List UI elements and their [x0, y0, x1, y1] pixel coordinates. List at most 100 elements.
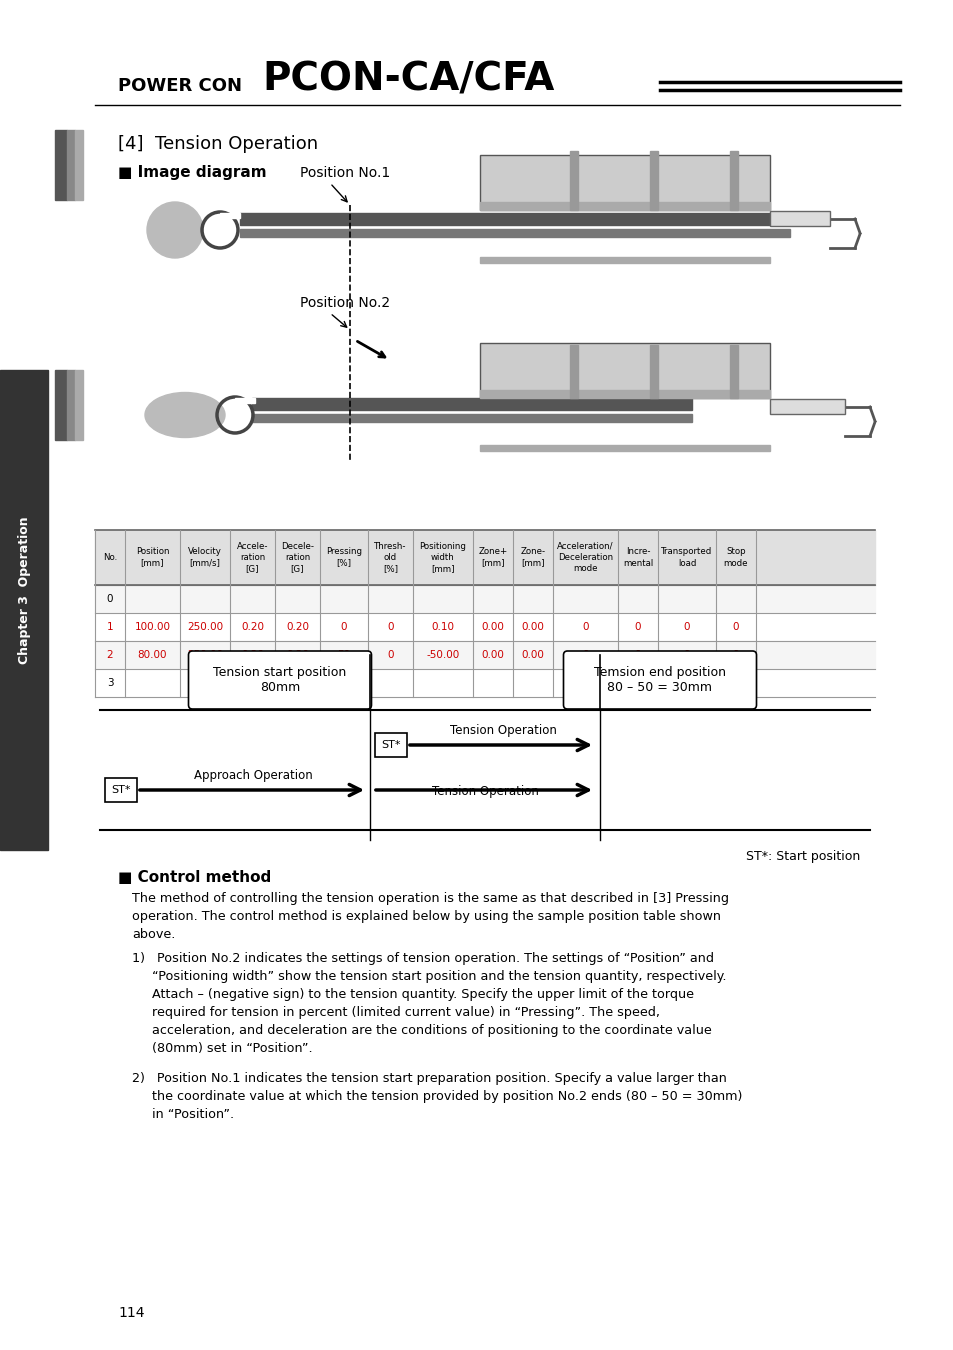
- Text: 1)   Position No.2 indicates the settings of tension operation. The settings of : 1) Position No.2 indicates the settings …: [132, 952, 726, 1054]
- Text: Position
[mm]: Position [mm]: [135, 548, 169, 567]
- Bar: [220, 213, 240, 217]
- Text: 0.00: 0.00: [521, 622, 544, 632]
- Bar: [95, 613, 874, 641]
- Text: 0.20: 0.20: [286, 622, 309, 632]
- Text: ST*: ST*: [112, 784, 131, 795]
- Circle shape: [147, 202, 203, 258]
- Bar: [105, 778, 137, 802]
- Bar: [0, 370, 48, 850]
- Bar: [234, 398, 254, 404]
- Bar: [729, 151, 738, 211]
- Bar: [55, 130, 67, 200]
- Text: ST*: Start position: ST*: Start position: [745, 850, 859, 863]
- Text: ■ Control method: ■ Control method: [118, 869, 271, 886]
- Text: 0: 0: [683, 649, 690, 660]
- FancyBboxPatch shape: [563, 651, 756, 709]
- Text: 0: 0: [732, 649, 739, 660]
- Text: Chapter 3  Operation: Chapter 3 Operation: [17, 516, 30, 664]
- Text: 0.00: 0.00: [521, 649, 544, 660]
- Bar: [479, 202, 769, 211]
- Bar: [649, 346, 658, 398]
- Text: Tension Operation: Tension Operation: [431, 784, 537, 798]
- Text: Pressing
[%]: Pressing [%]: [326, 548, 361, 567]
- Text: Incre-
mental: Incre- mental: [622, 548, 653, 567]
- Bar: [252, 398, 691, 410]
- Text: PCON-CA/CFA: PCON-CA/CFA: [262, 59, 554, 99]
- Text: 80.00: 80.00: [137, 649, 167, 660]
- Text: 250.00: 250.00: [187, 649, 223, 660]
- Text: 0: 0: [581, 622, 588, 632]
- Text: -50.00: -50.00: [426, 649, 459, 660]
- Bar: [479, 446, 769, 451]
- Text: Decele-
ration
[G]: Decele- ration [G]: [281, 541, 314, 574]
- Bar: [729, 346, 738, 398]
- Bar: [479, 343, 769, 398]
- Text: Stop
mode: Stop mode: [723, 548, 747, 567]
- Text: Thresh-
old
[%]: Thresh- old [%]: [374, 541, 406, 574]
- Text: Temsion end position
80 – 50 = 30mm: Temsion end position 80 – 50 = 30mm: [594, 666, 725, 694]
- Bar: [252, 414, 691, 423]
- Text: 0: 0: [683, 622, 690, 632]
- Bar: [67, 370, 75, 440]
- Text: 1: 1: [107, 622, 113, 632]
- Text: 0: 0: [340, 622, 347, 632]
- Text: 0.00: 0.00: [481, 622, 504, 632]
- FancyBboxPatch shape: [189, 651, 371, 709]
- Text: 0.20: 0.20: [286, 649, 309, 660]
- Text: 0: 0: [387, 649, 394, 660]
- Bar: [67, 130, 75, 200]
- Text: 2)   Position No.1 indicates the tension start preparation position. Specify a v: 2) Position No.1 indicates the tension s…: [132, 1072, 741, 1120]
- Text: [4]  Tension Operation: [4] Tension Operation: [118, 135, 317, 153]
- Text: Tension start position
80mm: Tension start position 80mm: [213, 666, 346, 694]
- Bar: [375, 733, 407, 757]
- Text: 0.10: 0.10: [431, 622, 454, 632]
- Bar: [769, 211, 829, 225]
- Text: 0: 0: [107, 594, 113, 603]
- Bar: [75, 370, 83, 440]
- Bar: [769, 400, 844, 414]
- Text: Positioning
width
[mm]: Positioning width [mm]: [419, 541, 466, 574]
- Bar: [479, 390, 769, 398]
- Text: ■ Image diagram: ■ Image diagram: [118, 165, 266, 180]
- Text: Position No.1: Position No.1: [299, 166, 390, 180]
- Text: 0: 0: [634, 649, 640, 660]
- Text: 0: 0: [387, 622, 394, 632]
- Text: Approach Operation: Approach Operation: [193, 769, 313, 782]
- Text: Zone-
[mm]: Zone- [mm]: [520, 548, 545, 567]
- Text: Zone+
[mm]: Zone+ [mm]: [477, 548, 507, 567]
- Text: Velocity
[mm/s]: Velocity [mm/s]: [188, 548, 222, 567]
- Bar: [479, 155, 769, 211]
- Text: 250.00: 250.00: [187, 622, 223, 632]
- Text: Acceleration/
Deceleration
mode: Acceleration/ Deceleration mode: [557, 541, 613, 574]
- Bar: [569, 346, 578, 398]
- Text: Transported
load: Transported load: [660, 548, 712, 567]
- Text: 0: 0: [634, 622, 640, 632]
- Text: 50: 50: [337, 649, 350, 660]
- Text: 114: 114: [118, 1305, 144, 1320]
- Text: Position No.2: Position No.2: [299, 296, 390, 310]
- Text: Tension Operation: Tension Operation: [450, 724, 557, 737]
- Text: 0.00: 0.00: [481, 649, 504, 660]
- Bar: [479, 256, 769, 263]
- Text: 3: 3: [107, 678, 113, 688]
- Text: 0.20: 0.20: [241, 622, 264, 632]
- Text: The method of controlling the tension operation is the same as that described in: The method of controlling the tension op…: [132, 892, 728, 941]
- Text: Accele-
ration
[G]: Accele- ration [G]: [236, 541, 268, 574]
- Text: 0: 0: [581, 649, 588, 660]
- Bar: [95, 585, 874, 613]
- Text: 0.20: 0.20: [241, 649, 264, 660]
- Bar: [649, 151, 658, 211]
- Ellipse shape: [145, 393, 225, 437]
- Bar: [240, 230, 789, 238]
- Text: 0: 0: [732, 622, 739, 632]
- Bar: [95, 641, 874, 670]
- Text: POWER CON: POWER CON: [118, 77, 242, 95]
- Text: ST*: ST*: [381, 740, 400, 751]
- Bar: [95, 531, 874, 585]
- Bar: [569, 151, 578, 211]
- Bar: [55, 370, 67, 440]
- Text: 2: 2: [107, 649, 113, 660]
- Text: No.: No.: [103, 554, 117, 562]
- Bar: [95, 670, 874, 697]
- Text: 100.00: 100.00: [134, 622, 171, 632]
